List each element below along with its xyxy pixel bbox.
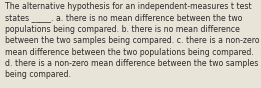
Text: The alternative hypothesis for an independent-measures t test
states _____. a. t: The alternative hypothesis for an indepe…	[5, 2, 259, 79]
